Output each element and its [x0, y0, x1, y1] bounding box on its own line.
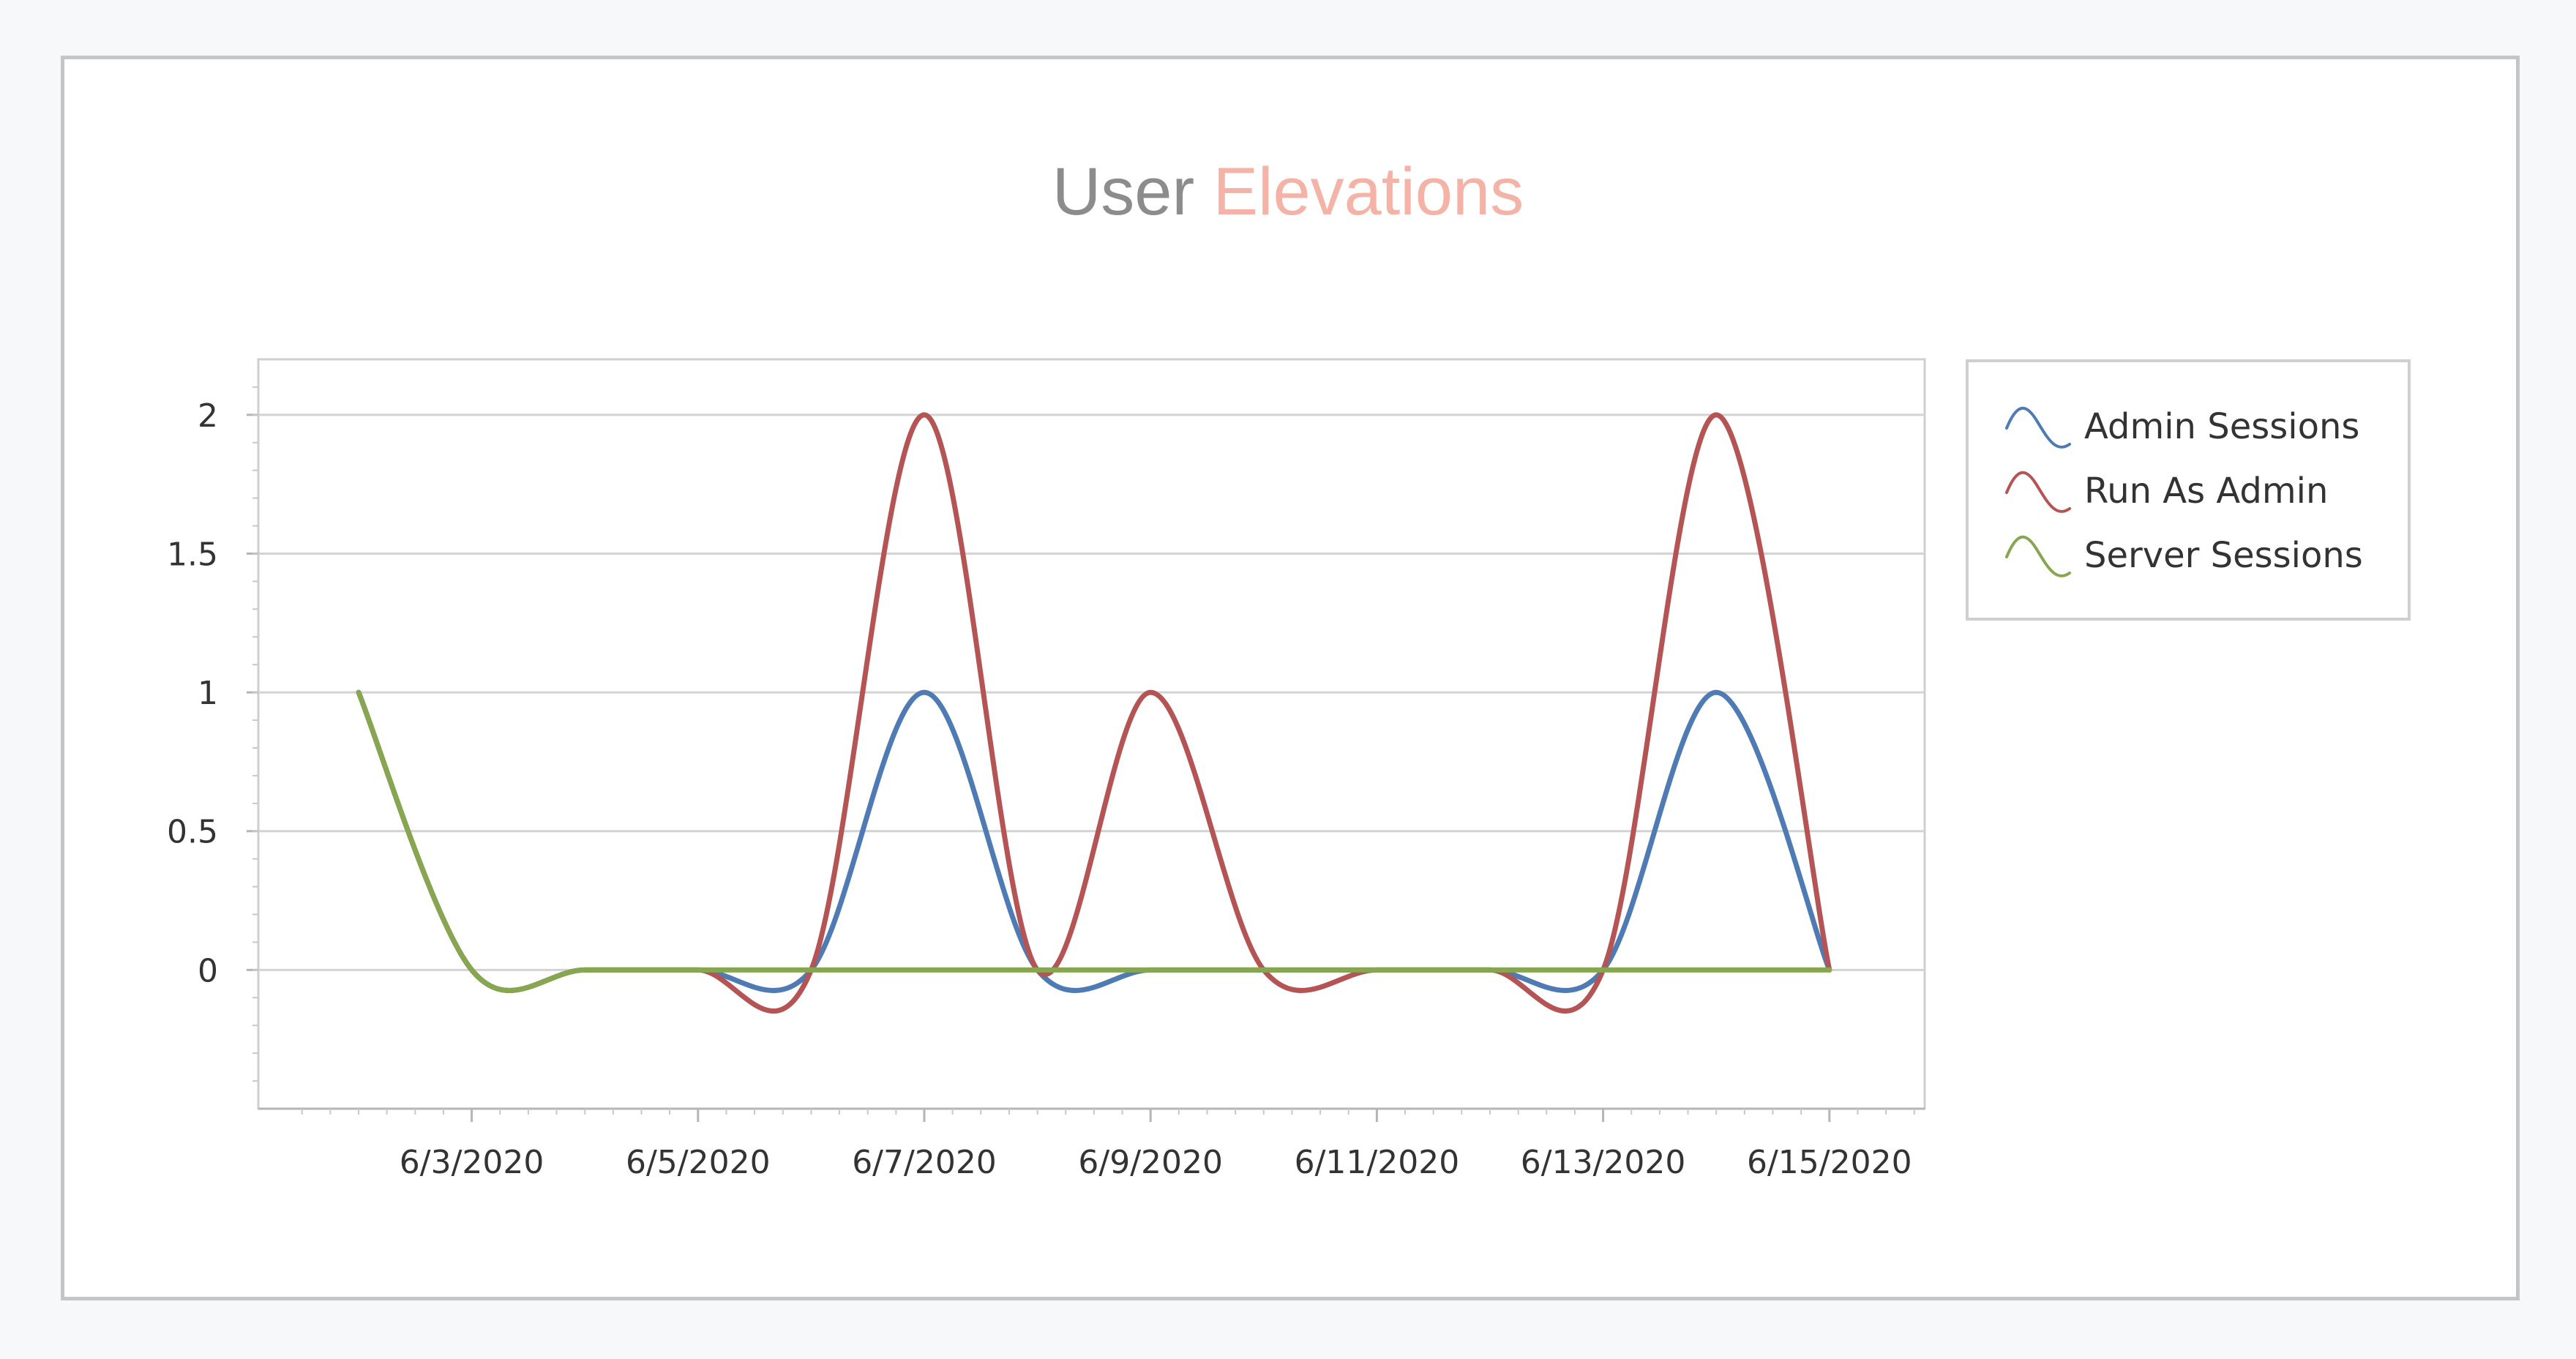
- plot-area: [257, 358, 1926, 1110]
- y-tick-label: 0.5: [167, 814, 218, 851]
- chart-title-part-elevations: Elevations: [1213, 154, 1524, 229]
- x-tick-label: 6/11/2020: [1295, 1144, 1460, 1181]
- x-tick-label: 6/15/2020: [1747, 1144, 1912, 1181]
- y-tick-label: 1: [198, 675, 218, 712]
- x-tick-label: 6/7/2020: [852, 1144, 997, 1181]
- chart-title-part-user: User: [1052, 154, 1213, 229]
- legend-line-icon-admin-sessions: [2005, 406, 2071, 449]
- x-tick-label: 6/3/2020: [400, 1144, 544, 1181]
- legend-item-admin-sessions: Admin Sessions: [2004, 397, 2399, 456]
- legend-line-icon-run-as-admin: [2005, 471, 2071, 513]
- legend-label-run-as-admin: Run As Admin: [2084, 471, 2329, 512]
- x-tick-label: 6/13/2020: [1521, 1144, 1686, 1181]
- x-tick-label: 6/5/2020: [626, 1144, 771, 1181]
- y-tick-label: 1.5: [167, 536, 218, 573]
- legend-item-run-as-admin: Run As Admin: [2004, 462, 2399, 520]
- y-tick-label: 0: [198, 952, 218, 989]
- x-tick-label: 6/9/2020: [1078, 1144, 1223, 1181]
- legend-item-server-sessions: Server Sessions: [2004, 526, 2399, 585]
- chart-legend: Admin Sessions Run As Admin Server Sessi…: [1966, 359, 2411, 621]
- series-line-server-sessions: [356, 689, 1832, 993]
- y-tick-label: 2: [198, 397, 218, 435]
- legend-line-icon-server-sessions: [2005, 535, 2071, 577]
- legend-label-server-sessions: Server Sessions: [2084, 535, 2363, 576]
- legend-label-admin-sessions: Admin Sessions: [2084, 406, 2360, 447]
- chart-title: User Elevations: [0, 141, 2576, 243]
